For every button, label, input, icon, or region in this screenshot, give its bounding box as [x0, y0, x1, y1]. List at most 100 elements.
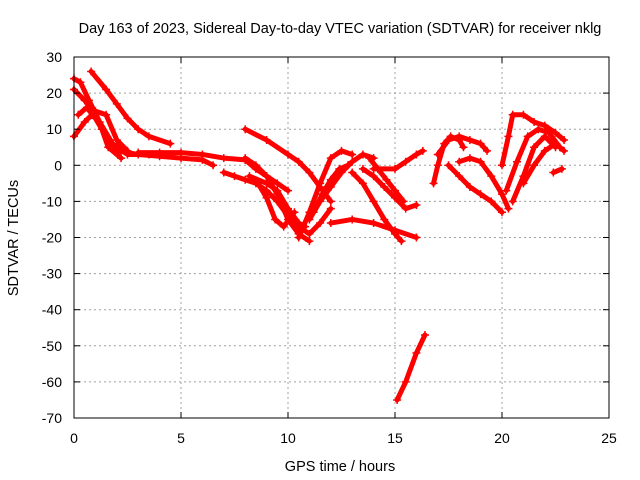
data-point-marker [382, 175, 391, 184]
data-point-marker [519, 179, 528, 188]
x-tick-label: 0 [70, 430, 78, 446]
data-point-marker [326, 219, 335, 228]
data-point-marker [123, 114, 132, 123]
data-point-marker [560, 136, 569, 145]
data-point-marker [508, 110, 517, 119]
series-s25 [455, 154, 513, 213]
data-point-marker [271, 215, 280, 224]
series-s18 [358, 164, 421, 213]
data-point-marker [91, 114, 100, 123]
data-point-marker [502, 186, 511, 195]
data-point-marker [530, 143, 539, 152]
chart-title: Day 163 of 2023, Sidereal Day-to-day VTE… [79, 21, 602, 37]
data-point-marker [134, 148, 143, 157]
data-point-marker [429, 179, 438, 188]
data-point-marker [348, 157, 357, 166]
data-point-marker [530, 117, 539, 126]
data-point-marker [290, 208, 299, 217]
data-point-marker [117, 154, 126, 163]
data-point-marker [337, 146, 346, 155]
data-point-marker [251, 164, 260, 173]
data-point-marker [294, 219, 303, 228]
data-point-marker [560, 146, 569, 155]
series-s30 [549, 164, 566, 177]
data-point-marker [508, 197, 517, 206]
data-point-marker [219, 154, 228, 163]
series-s17 [348, 168, 406, 246]
data-point-marker [487, 172, 496, 181]
data-point-marker [391, 186, 399, 195]
data-point-marker [273, 186, 282, 195]
data-point-marker [551, 139, 560, 148]
grid-lines [74, 57, 609, 418]
y-tick-label: -30 [42, 266, 62, 282]
data-point-marker [102, 110, 111, 119]
data-point-marker [549, 168, 558, 177]
data-point-marker [401, 157, 410, 166]
data-point-marker [112, 136, 121, 145]
series-s9 [241, 155, 292, 195]
data-point-marker [219, 168, 228, 177]
data-point-marker [498, 208, 506, 217]
data-point-marker [343, 161, 352, 170]
data-point-marker [294, 233, 303, 242]
axis-ticks [73, 56, 610, 419]
data-point-marker [391, 164, 399, 173]
data-point-marker [273, 197, 282, 206]
data-point-marker [459, 143, 468, 152]
data-point-marker [84, 96, 93, 105]
data-point-marker [358, 179, 367, 188]
data-point-marker [412, 349, 421, 358]
data-point-marker [82, 103, 91, 112]
series-s24 [444, 161, 506, 217]
series-s5 [74, 103, 126, 163]
data-point-marker [483, 146, 492, 155]
data-point-marker [380, 182, 389, 191]
data-point-marker [504, 132, 513, 141]
data-point-marker [348, 215, 357, 224]
y-tick-label: -40 [42, 302, 62, 318]
series-s11 [254, 179, 299, 231]
data-point-marker [209, 161, 218, 170]
series-s29 [519, 139, 569, 188]
data-point-marker [112, 99, 121, 108]
data-point-marker [369, 164, 378, 173]
data-point-marker [134, 125, 143, 134]
y-tick-label: 20 [46, 85, 62, 101]
data-point-marker [316, 179, 325, 188]
data-point-marker [465, 136, 474, 145]
data-point-marker [530, 161, 539, 170]
series-layer [70, 67, 569, 404]
data-point-marker [326, 154, 335, 163]
y-tick-label: -10 [42, 193, 62, 209]
data-point-marker [74, 110, 83, 119]
data-point-marker [397, 237, 406, 246]
data-point-marker [155, 148, 164, 157]
series-line [75, 105, 124, 161]
data-point-marker [87, 67, 96, 76]
data-point-marker [305, 168, 314, 177]
data-point-marker [166, 139, 175, 148]
data-point-marker [540, 121, 549, 130]
data-point-marker [284, 186, 292, 195]
data-point-marker [309, 208, 318, 217]
data-point-marker [557, 164, 566, 173]
series-s26 [498, 110, 569, 170]
data-point-marker [305, 229, 314, 238]
data-point-marker [369, 219, 378, 228]
data-point-marker [433, 161, 442, 170]
series-s20 [369, 146, 427, 173]
series-s10 [245, 172, 310, 231]
data-point-marker [262, 193, 271, 202]
data-point-marker [358, 150, 367, 159]
data-point-marker [418, 146, 427, 155]
data-point-marker [444, 161, 453, 170]
data-point-marker [433, 150, 442, 159]
data-point-marker [241, 175, 250, 184]
data-point-marker [144, 132, 153, 141]
y-tick-label: -60 [42, 374, 62, 390]
data-point-marker [279, 222, 288, 231]
data-point-marker [519, 110, 528, 119]
